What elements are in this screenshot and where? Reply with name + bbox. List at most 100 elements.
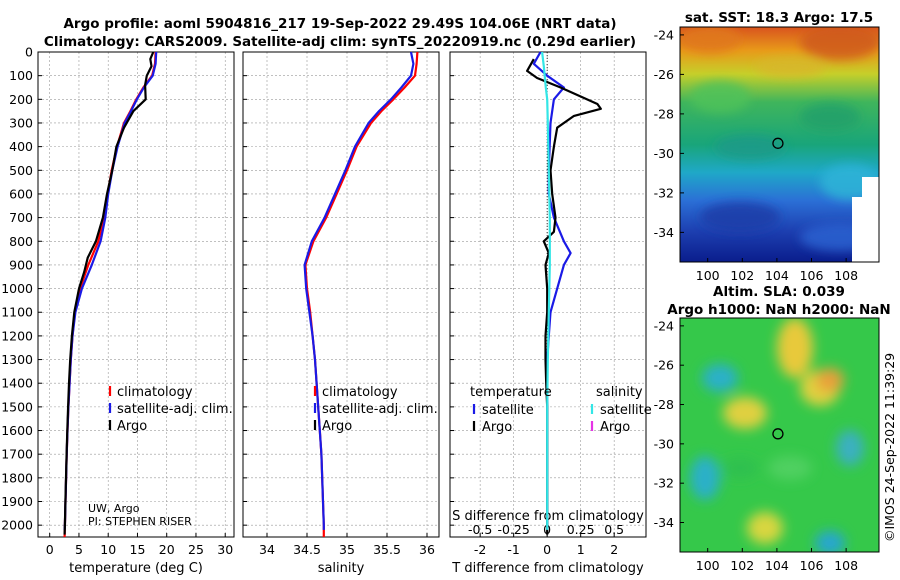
x-tick-label: 34 <box>259 542 275 557</box>
map-y-tick-label: -34 <box>654 225 674 240</box>
legend-label: Argo <box>482 420 512 435</box>
y-tick-label: 700 <box>9 210 33 225</box>
salinity-profile-panel: 34 34.5 35 35.5 36 salinity climatology satelli… <box>242 51 440 576</box>
map-y-tick-label: -32 <box>654 185 674 200</box>
y-tick-label: 1000 <box>1 281 33 296</box>
x-tick-label: 0 <box>46 542 54 557</box>
top-tick-label: -0.25 <box>497 522 529 537</box>
y-tick-label: 1100 <box>1 305 33 320</box>
x-tick-label: 35.5 <box>373 542 401 557</box>
x-axis-label: T difference from climatology <box>451 561 644 576</box>
series-line <box>526 58 602 535</box>
y-tick-label: 400 <box>9 139 33 154</box>
y-tick-label: 200 <box>9 92 33 107</box>
map-y-tick-label: -24 <box>654 27 674 42</box>
map-y-tick-label: -32 <box>654 476 674 491</box>
map-x-tick-label: 104 <box>765 268 789 283</box>
plot-frame <box>242 51 440 538</box>
x-axis-label: salinity <box>318 561 365 576</box>
legend-group-heading: temperature <box>470 385 552 400</box>
argo-position-marker <box>772 137 784 149</box>
top-tick-label: 0.25 <box>567 522 595 537</box>
map-frame <box>679 317 880 553</box>
legend-label: Argo <box>117 419 147 434</box>
x-tick-label: 15 <box>130 542 146 557</box>
y-tick-label: 1400 <box>1 376 33 391</box>
y-tick-label: 1300 <box>1 352 33 367</box>
sla-map-title: Altim. SLA: 0.039 <box>713 284 845 300</box>
x-axis-label: temperature (deg C) <box>69 561 203 576</box>
map-x-tick-label: 100 <box>696 268 720 283</box>
x-tick-label: 0 <box>543 542 551 557</box>
legend-label: Argo <box>600 420 630 435</box>
map-y-tick-label: -28 <box>654 397 674 412</box>
temperature-profile-panel: 0 5 10 15 20 25 30 temperature (deg C) 0 100 200 30… <box>1 45 235 576</box>
legend-label: climatology <box>322 385 398 400</box>
sla-map-subtitle: Argo h1000: NaN h2000: NaN <box>667 302 890 318</box>
x-tick-label: 34.5 <box>293 542 321 557</box>
y-tick-label: 1200 <box>1 328 33 343</box>
map-y-tick-label: -30 <box>654 146 674 161</box>
y-tick-label: 800 <box>9 234 33 249</box>
y-tick-label: 1600 <box>1 423 33 438</box>
map-y-tick-label: -24 <box>654 318 674 333</box>
y-tick-label: 100 <box>9 68 33 83</box>
sla-map-image <box>680 318 879 552</box>
y-tick-label: 1500 <box>1 399 33 414</box>
y-tick-label: 1900 <box>1 494 33 509</box>
x-tick-label: 36 <box>419 542 435 557</box>
map-x-tick-label: 102 <box>730 268 754 283</box>
map-x-tick-label: 102 <box>730 558 754 573</box>
legend-label: satellite <box>482 403 534 418</box>
argo-position-marker <box>772 428 784 440</box>
map-y-tick-label: -26 <box>654 358 674 373</box>
y-tick-label: 900 <box>9 257 33 272</box>
attribution-line2: PI: STEPHEN RISER <box>88 515 192 528</box>
series-line <box>532 51 572 530</box>
map-x-tick-label: 104 <box>765 558 789 573</box>
sst-map-image <box>680 27 879 262</box>
imos-timestamp: ©IMOS 24-Sep-2022 11:39:29 <box>882 353 897 542</box>
map-x-tick-label: 100 <box>696 558 720 573</box>
attribution-line1: UW, Argo <box>88 502 140 515</box>
x-tick-label: 30 <box>217 542 233 557</box>
series-line <box>63 51 155 535</box>
series-line <box>303 51 415 530</box>
map-y-tick-label: -30 <box>654 436 674 451</box>
figure-title-line1: Argo profile: aoml 5904816_217 19-Sep-20… <box>63 16 616 32</box>
sst-map-axes: 100 102 104 106 108 -24 -26 -28 -30 -32 -34 <box>654 26 880 283</box>
x-tick-label: -1 <box>507 542 519 557</box>
sla-map-axes: 100 102 104 106 108 -24 -26 -28 -30 -32 -34 <box>654 317 880 573</box>
x-tick-label: 35 <box>339 542 355 557</box>
map-x-tick-label: 106 <box>800 558 824 573</box>
plot-frame <box>37 51 235 538</box>
map-y-tick-label: -34 <box>654 515 674 530</box>
top-tick-label: -0.5 <box>468 522 492 537</box>
sst-map-title: sat. SST: 18.3 Argo: 17.5 <box>685 10 873 26</box>
y-tick-label: 600 <box>9 186 33 201</box>
map-x-tick-label: 106 <box>800 268 824 283</box>
legend-label: satellite <box>600 403 652 418</box>
y-tick-label: 300 <box>9 115 33 130</box>
y-tick-label: 0 <box>25 45 33 60</box>
map-x-tick-label: 108 <box>834 268 858 283</box>
map-y-tick-label: -26 <box>654 67 674 82</box>
map-x-tick-label: 108 <box>834 558 858 573</box>
x-tick-label: 2 <box>610 542 618 557</box>
x-tick-label: 5 <box>75 542 83 557</box>
y-tick-label: 2000 <box>1 518 33 533</box>
legend-label: climatology <box>117 385 193 400</box>
legend-group-heading: salinity <box>596 385 643 400</box>
legend-label: Argo <box>322 419 352 434</box>
series-line <box>541 51 551 530</box>
x-tick-label: 10 <box>100 542 116 557</box>
legend-label: satellite-adj. clim. <box>322 402 438 417</box>
y-tick-label: 500 <box>9 163 33 178</box>
x-tick-label: 25 <box>188 542 204 557</box>
map-y-tick-label: -28 <box>654 106 674 121</box>
x-tick-label: 20 <box>159 542 175 557</box>
x-tick-label: 1 <box>577 542 585 557</box>
y-tick-label: 1800 <box>1 470 33 485</box>
